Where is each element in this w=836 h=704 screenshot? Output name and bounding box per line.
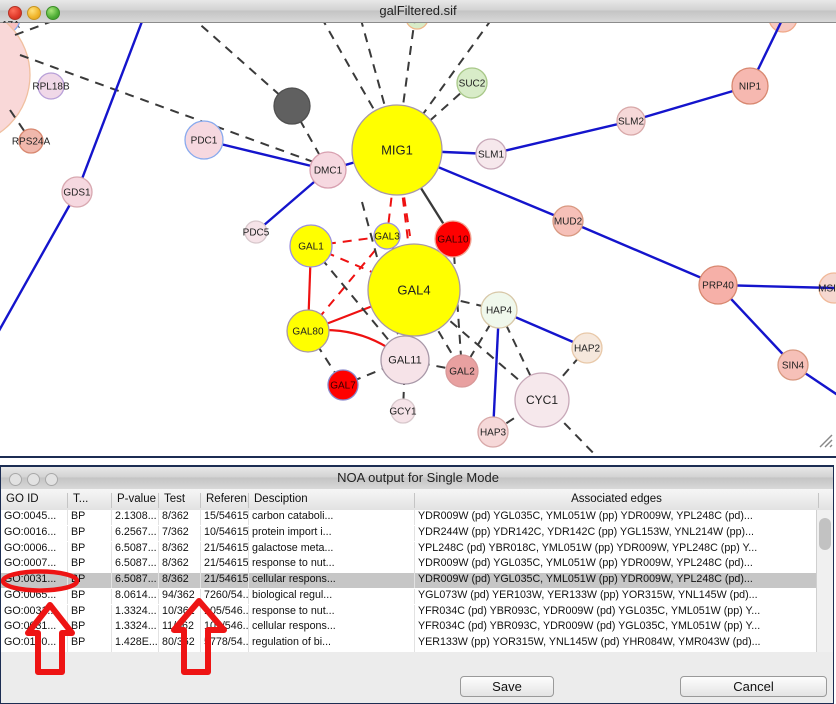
svg-text:GAL3: GAL3 (374, 231, 400, 242)
svg-text:CYC1: CYC1 (526, 393, 558, 407)
svg-text:PDC5: PDC5 (243, 227, 270, 238)
svg-text:NIP1: NIP1 (739, 81, 762, 92)
svg-text:GAL80: GAL80 (292, 326, 324, 337)
svg-text:HAP4: HAP4 (486, 305, 513, 316)
svg-text:PRP40: PRP40 (702, 280, 734, 291)
svg-text:GAL2: GAL2 (449, 366, 475, 377)
svg-text:MUD2: MUD2 (554, 216, 583, 227)
svg-text:GAL7: GAL7 (330, 380, 356, 391)
svg-text:HAP2: HAP2 (574, 343, 601, 354)
svg-text:SUC2: SUC2 (459, 78, 486, 89)
svg-text:DMC1: DMC1 (314, 165, 343, 176)
svg-text:RPL18B: RPL18B (32, 81, 70, 92)
svg-text:GAL10: GAL10 (437, 234, 469, 245)
svg-text:SIN4: SIN4 (782, 360, 805, 371)
svg-text:GDS1: GDS1 (63, 187, 91, 198)
svg-text:HAP3: HAP3 (480, 427, 507, 438)
svg-text:MSI: MSI (818, 283, 836, 294)
svg-text:MIG1: MIG1 (381, 142, 413, 157)
svg-text:GAL1: GAL1 (298, 241, 324, 252)
svg-text:PDC1: PDC1 (191, 135, 218, 146)
svg-text:GAL11: GAL11 (388, 355, 421, 367)
svg-text:SLM2: SLM2 (618, 116, 645, 127)
svg-text:RPS24A: RPS24A (12, 136, 51, 147)
svg-text:GAL4: GAL4 (397, 282, 430, 297)
svg-text:GCY1: GCY1 (389, 406, 417, 417)
svg-text:SLM1: SLM1 (478, 149, 505, 160)
